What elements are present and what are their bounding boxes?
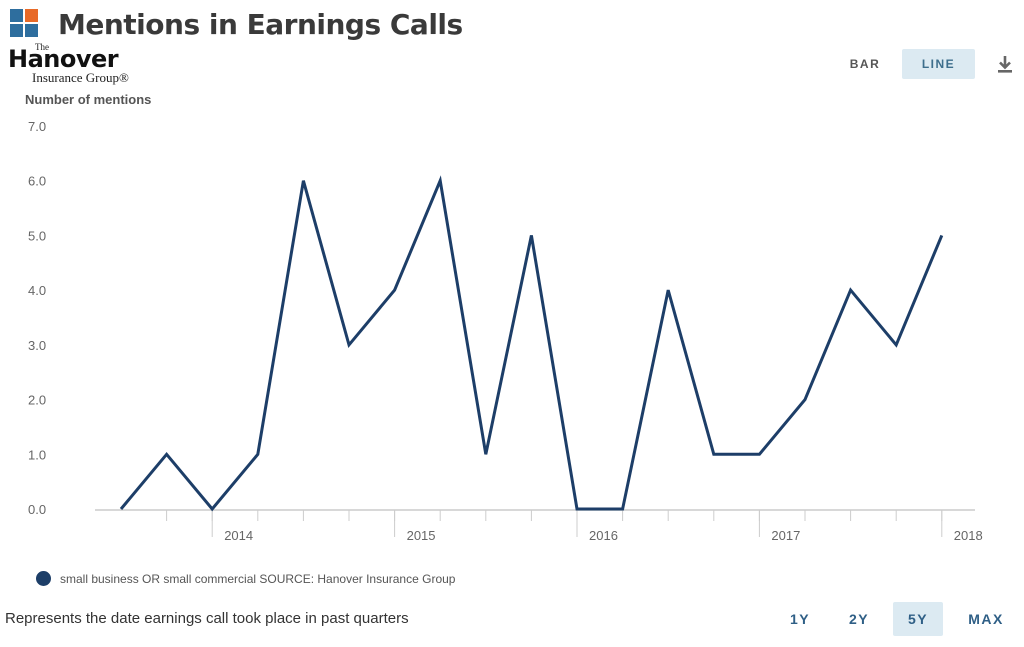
company-logo-the: The [35,42,49,52]
y-axis-label: Number of mentions [25,92,152,107]
line-chart-button[interactable]: LINE [902,49,975,79]
series-line [119,175,944,512]
download-icon[interactable] [994,53,1016,75]
chart-header: Mentions in Earnings Calls [10,4,463,44]
y-tick-label: 2.0 [28,393,46,408]
bar-chart-button[interactable]: BAR [849,57,881,71]
line-chart: 0.0 1.0 2.0 3.0 4.0 5.0 6.0 7.0 2014 2015 2016 2017… [28,119,983,543]
range-max-button[interactable]: MAX [968,611,1004,627]
chart-title: Mentions in Earnings Calls [58,7,463,41]
y-tick-label: 0.0 [28,502,46,517]
y-tick-label: 6.0 [28,174,46,189]
y-tick-label: 7.0 [28,119,46,134]
x-tick-label: 2016 [589,528,618,543]
range-2y-button[interactable]: 2Y [848,611,870,627]
x-tick-label: 2014 [224,528,253,543]
company-logo-name: Hanover [8,45,119,73]
x-tick-label: 2018 [954,528,983,543]
company-logo-sub: Insurance Group® [32,70,129,85]
y-tick-label: 5.0 [28,228,46,243]
legend-label[interactable]: small business OR small commercial SOURC… [60,571,456,586]
y-tick-label: 1.0 [28,447,46,462]
y-tick-label: 3.0 [28,338,46,353]
footnote: Represents the date earnings call took p… [5,610,409,627]
y-tick-label: 4.0 [28,283,46,298]
legend-marker[interactable] [36,571,51,586]
x-tick-label: 2015 [407,528,436,543]
x-tick-label: 2017 [771,528,800,543]
range-5y-button[interactable]: 5Y [893,602,943,636]
legend: small business OR small commercial SOURC… [36,571,455,586]
range-1y-button[interactable]: 1Y [789,611,811,627]
brand-squares-icon [10,9,38,37]
company-logo: The Hanover Insurance Group® [8,42,158,88]
